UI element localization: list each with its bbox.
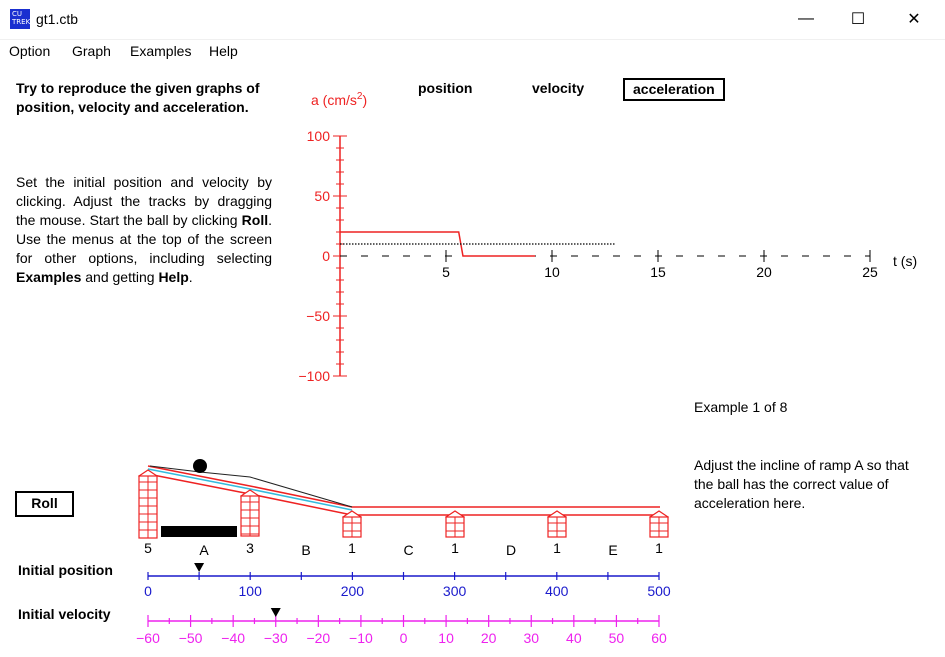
segment-label: A [199, 542, 209, 558]
x-tick-label: 20 [756, 264, 772, 280]
position-scale-label: 300 [443, 583, 467, 599]
instructions-part: Examples [16, 269, 82, 285]
example-hint: Adjust the incline of ramp A so that the… [694, 457, 909, 511]
ball [193, 459, 207, 473]
instructions-text: Set the initial position and velocity by… [16, 173, 272, 287]
position-scale-label: 200 [341, 583, 365, 599]
position-scale-label: 400 [545, 583, 569, 599]
y-tick-label: 0 [322, 248, 330, 264]
segment-label: C [403, 542, 413, 558]
menu-help[interactable]: Help [209, 43, 238, 59]
menu-examples[interactable]: Examples [130, 43, 192, 59]
menu-bar [0, 39, 945, 62]
support-height-label: 1 [451, 540, 459, 556]
x-tick-label: 25 [862, 264, 878, 280]
x-tick-label: 5 [442, 264, 450, 280]
track-support [137, 469, 159, 539]
position-marker [194, 563, 205, 572]
position-scale-label: 500 [647, 583, 671, 599]
y-tick-label: 50 [314, 188, 330, 204]
tab-position[interactable]: position [418, 80, 473, 96]
title-bar [0, 0, 945, 38]
velocity-scale-label: −50 [179, 630, 203, 646]
window-title: gt1.ctb [36, 11, 79, 27]
segment-label: E [608, 542, 617, 558]
velocity-scale-label: 20 [481, 630, 497, 646]
track-support [341, 510, 363, 538]
position-scale-label: 0 [144, 583, 152, 599]
segment-label: B [301, 542, 310, 558]
y-tick-label: 100 [307, 128, 331, 144]
instructions-part: Help [158, 269, 189, 285]
support-height-label: 1 [348, 540, 356, 556]
initial-position-label: Initial position [18, 562, 113, 578]
instructions-heading: Try to reproduce the given graphs of pos… [16, 80, 260, 115]
velocity-scale-label: −30 [264, 630, 288, 646]
velocity-scale-label: 30 [523, 630, 539, 646]
velocity-scale-label: 10 [438, 630, 454, 646]
ramp-a-bar [161, 526, 237, 537]
track-support [444, 510, 466, 538]
tab-acceleration[interactable]: acceleration [623, 78, 725, 101]
close-button[interactable]: ✕ [907, 11, 921, 28]
position-scale-label: 100 [239, 583, 263, 599]
minimize-button[interactable]: — [798, 10, 814, 27]
x-axis-label: t (s) [893, 253, 917, 269]
roll-button[interactable]: Roll [15, 491, 74, 517]
instructions-part: and getting [81, 269, 159, 285]
tab-velocity[interactable]: velocity [532, 80, 585, 96]
instructions-part: Roll [241, 212, 269, 228]
x-tick-label: 10 [544, 264, 560, 280]
velocity-scale-label: −60 [136, 630, 160, 646]
support-height-label: 1 [553, 540, 561, 556]
segment-label: D [506, 542, 516, 558]
support-height-label: 1 [655, 540, 663, 556]
velocity-scale-label: −10 [349, 630, 373, 646]
ramp-a-guide [147, 468, 353, 511]
y-tick-label: −100 [298, 368, 330, 384]
instructions-part: . [188, 269, 193, 285]
menu-graph[interactable]: Graph [72, 43, 111, 59]
example-counter: Example 1 of 8 [694, 399, 788, 415]
maximize-button[interactable]: ☐ [850, 11, 866, 28]
instructions-part: Set the initial position and velocity by… [16, 174, 272, 228]
support-height-label: 3 [246, 540, 254, 556]
track-lower-rail [147, 473, 660, 516]
track-support [239, 489, 261, 537]
velocity-marker [270, 608, 281, 617]
velocity-scale-label: 0 [400, 630, 408, 646]
x-tick-label: 15 [650, 264, 666, 280]
y-tick-label: −50 [306, 308, 330, 324]
track-support [546, 510, 568, 538]
velocity-scale-label: 40 [566, 630, 582, 646]
menu-option[interactable]: Option [9, 43, 51, 59]
support-height-label: 5 [144, 540, 152, 556]
velocity-scale-label: 50 [609, 630, 625, 646]
initial-velocity-label: Initial velocity [18, 606, 111, 622]
y-axis-label: a (cm/s2) [311, 91, 367, 108]
target-ramp-line [149, 465, 353, 508]
instructions-part: . Use the menus at the top of the screen… [16, 212, 272, 266]
velocity-scale-label: −40 [221, 630, 245, 646]
velocity-scale-label: −20 [306, 630, 330, 646]
velocity-scale-label: 60 [651, 630, 667, 646]
track-support [648, 510, 670, 538]
track-upper-rail [147, 465, 660, 508]
app-icon: CU TREK [10, 9, 30, 29]
